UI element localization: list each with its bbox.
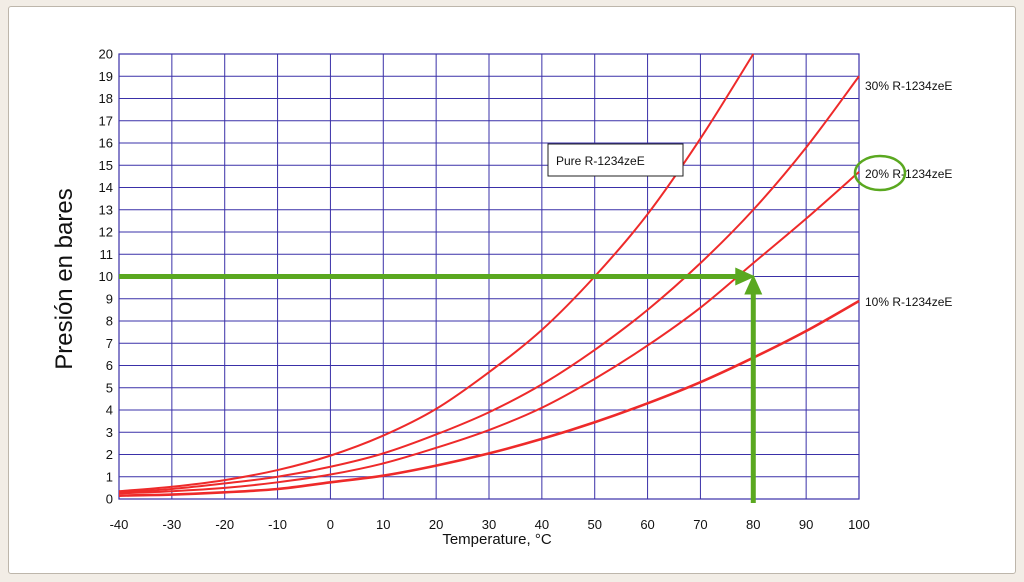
x-tick-label: 20 — [429, 517, 443, 532]
y-tick-label: 15 — [99, 158, 113, 173]
y-tick-label: 10 — [99, 269, 113, 284]
x-tick-label: 100 — [848, 517, 870, 532]
vertical-arrow-head — [744, 274, 763, 295]
y-tick-label: 6 — [106, 358, 113, 373]
x-tick-label: 70 — [693, 517, 707, 532]
y-axis-title: Presión en bares — [51, 188, 78, 369]
series-label-10: 10% R-1234zeE — [865, 295, 952, 309]
y-tick-label: 5 — [106, 380, 113, 395]
y-tick-label: 13 — [99, 202, 113, 217]
x-tick-label: 10 — [376, 517, 390, 532]
y-tick-label: 7 — [106, 336, 113, 351]
horizontal-arrow-head — [735, 267, 756, 286]
y-tick-label: 19 — [99, 69, 113, 84]
x-tick-label: 90 — [799, 517, 813, 532]
series-line-30 — [118, 75, 860, 494]
pressure-temperature-chart: -40 -30 -20 -10 0 10 20 30 40 50 60 70 80 90 100 01234… — [51, 47, 952, 549]
series-label-30: 30% R-1234zeE — [865, 79, 952, 93]
x-tick-label: 60 — [640, 517, 654, 532]
y-tick-label: 4 — [106, 403, 113, 418]
y-tick-label: 9 — [106, 291, 113, 306]
y-tick-label: 2 — [106, 447, 113, 462]
annotations — [119, 267, 763, 503]
x-axis-tick-labels: -40 -30 -20 -10 0 10 20 30 40 50 60 70 80 90 100 — [110, 517, 870, 532]
x-tick-label: -20 — [215, 517, 234, 532]
x-axis-title: Temperature, °C — [442, 531, 552, 548]
x-tick-label: -40 — [110, 517, 129, 532]
y-tick-label: 3 — [106, 425, 113, 440]
y-tick-label: 1 — [106, 469, 113, 484]
x-tick-label: 30 — [482, 517, 496, 532]
series-label-20: 20% R-1234zeE — [865, 167, 952, 181]
series-line-20 — [118, 171, 860, 495]
x-tick-label: 80 — [746, 517, 760, 532]
series-line-10 — [118, 299, 860, 497]
x-tick-label: -30 — [162, 517, 181, 532]
highlight-circle — [853, 154, 907, 192]
x-tick-label: 0 — [327, 517, 334, 532]
series-line-pure — [118, 53, 755, 493]
x-tick-label: 50 — [587, 517, 601, 532]
y-tick-label: 12 — [99, 225, 113, 240]
y-tick-label: 11 — [100, 247, 114, 262]
y-tick-label: 8 — [106, 314, 113, 329]
x-tick-label: -10 — [268, 517, 287, 532]
y-tick-label: 18 — [99, 91, 113, 106]
pure-series-label: Pure R-1234zeE — [556, 154, 645, 168]
x-tick-label: 40 — [535, 517, 549, 532]
series-lines — [118, 53, 860, 497]
y-tick-label: 16 — [99, 136, 113, 151]
y-tick-label: 20 — [99, 47, 113, 62]
y-tick-label: 14 — [99, 180, 113, 195]
y-tick-label: 0 — [106, 492, 113, 507]
y-tick-label: 17 — [99, 113, 113, 128]
pure-series-label-box: Pure R-1234zeE — [547, 143, 684, 177]
